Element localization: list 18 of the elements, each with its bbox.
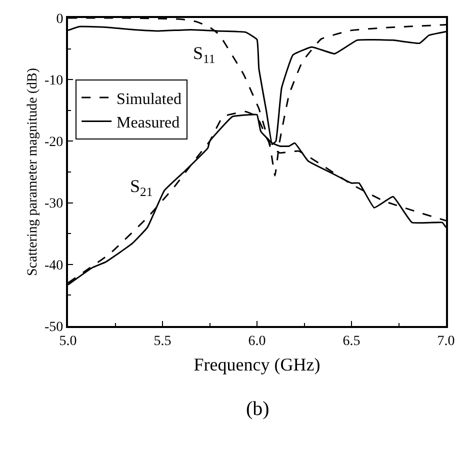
text: (b) [246, 398, 270, 420]
y-tick-label: -30 [44, 196, 64, 212]
y-tick-label: -10 [44, 74, 64, 88]
legend-label: Simulated [116, 90, 182, 108]
x-axis-title: Frequency (GHz) [194, 354, 320, 374]
y-axis-title: Scattering parameter magnitude (dB) [26, 68, 41, 276]
annotation: S$_{21}$ [130, 176, 153, 199]
x-tick-label: 7.0 [437, 334, 455, 349]
x-tick-label: 5.0 [59, 334, 77, 349]
y-tick-label: 0 [56, 12, 64, 27]
y-tick-label: -20 [44, 135, 64, 150]
annotation: S$_{11}$ [193, 43, 216, 66]
x-tick-label: 6.5 [342, 334, 360, 349]
y-tick-label: -50 [44, 320, 64, 335]
y-tick-label: -40 [44, 258, 64, 274]
legend-label: Measured [116, 114, 180, 132]
x-tick-label: 6.0 [248, 334, 266, 349]
x-tick-label: 5.5 [154, 334, 172, 349]
